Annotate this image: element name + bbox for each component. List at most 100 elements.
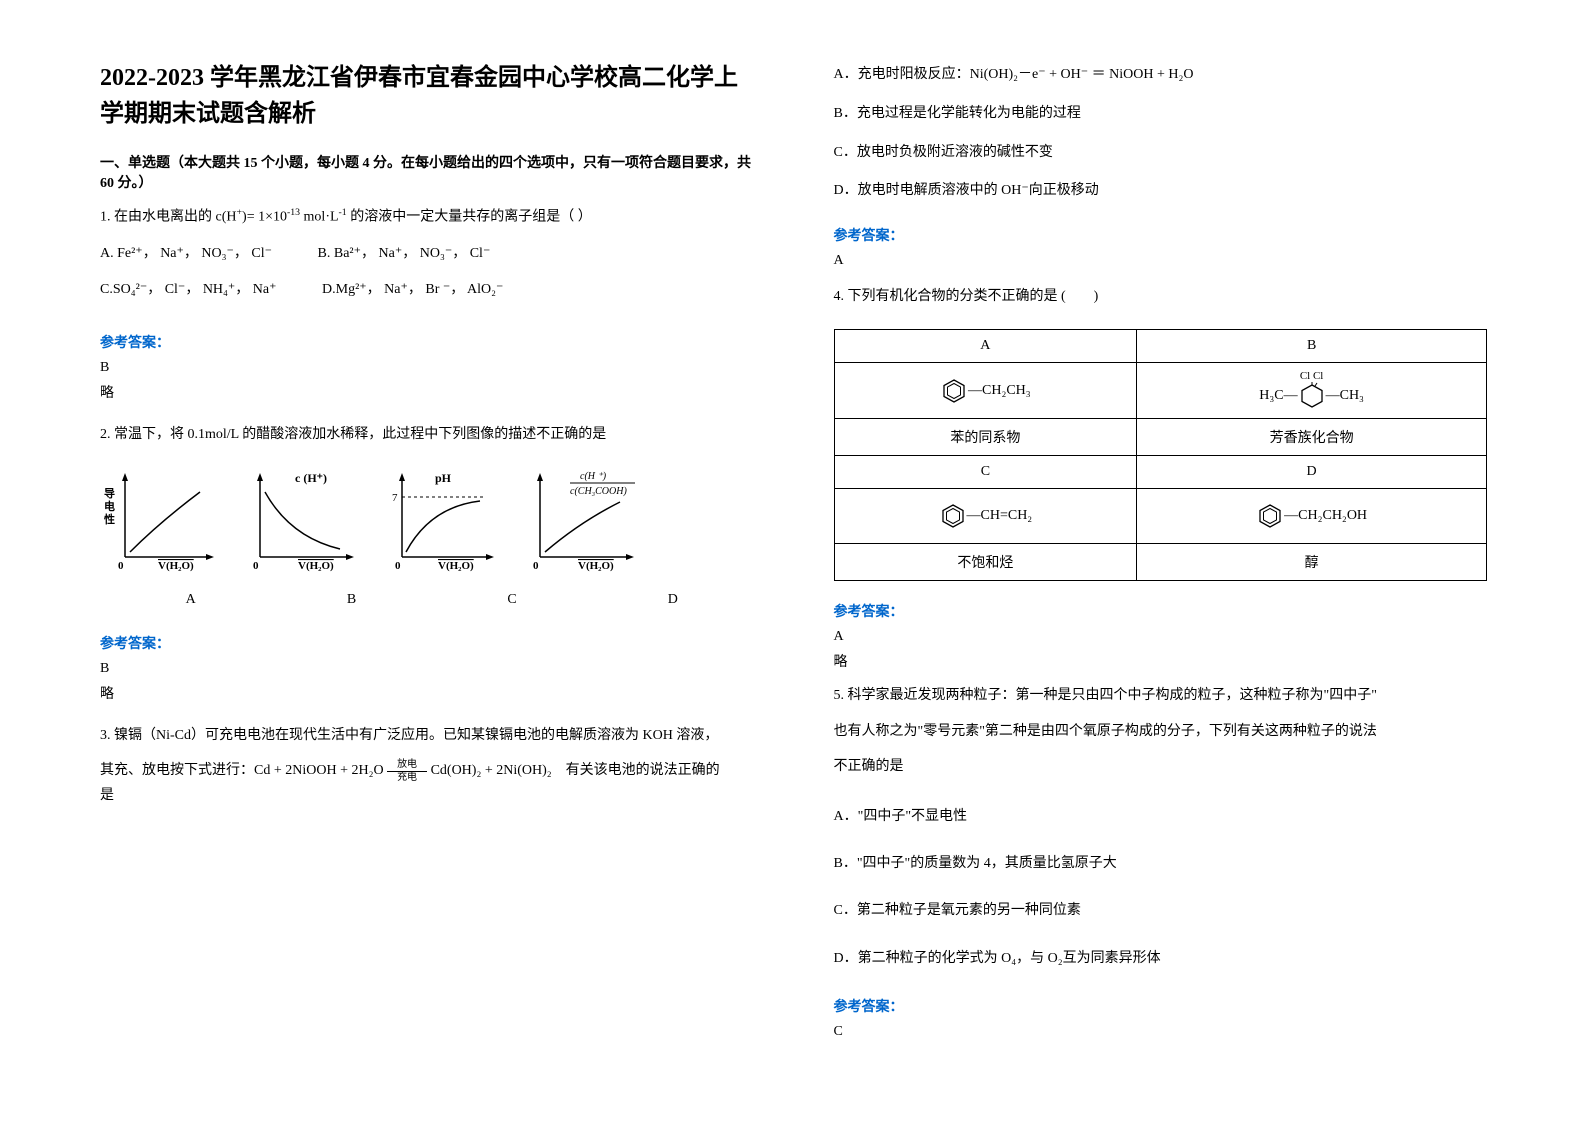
q3-pre: 其充、放电按下式进行：Cd + 2NiOOH + 2H₂O — [100, 763, 387, 778]
sub-D: —CH₂CH₂OH — [1284, 509, 1367, 524]
q5-stem3: 不正确的是 — [834, 754, 1488, 779]
chart-C: pH 7 0 V(H₂O) — [380, 467, 500, 577]
q1-answer: B — [100, 360, 754, 376]
benzene-icon — [939, 502, 967, 530]
label-B: B — [347, 592, 356, 608]
chart-A: 导 电 性 0 V(H₂O) — [100, 467, 220, 577]
q3-stem1: 3. 镍镉（Ni-Cd）可充电电池在现代生活中有广泛应用。已知某镍镉电池的电解质… — [100, 723, 754, 748]
b-right: —CH₃ — [1326, 388, 1364, 404]
section-header: 一、单选题（本大题共 15 个小题，每小题 4 分。在每小题给出的四个选项中，只… — [100, 152, 754, 192]
q5-optB: B．"四中子"的质量数为 4，其质量比氢原子大 — [834, 844, 1488, 883]
q2-charts: 导 电 性 0 V(H₂O) c (H⁺) 0 V(H₂O) — [100, 467, 754, 577]
svg-text:c(H ⁺): c(H ⁺) — [580, 471, 607, 482]
q5-optA: A．"四中子"不显电性 — [834, 797, 1488, 836]
b-left: H₃C— — [1259, 388, 1297, 404]
chart-B: c (H⁺) 0 V(H₂O) — [240, 467, 360, 577]
svg-text:导: 导 — [104, 487, 115, 500]
header-D: D — [1137, 456, 1487, 489]
sup: -1 — [339, 207, 347, 218]
arrow-bot: 充电 — [387, 772, 427, 783]
chart-labels: A B C D — [100, 592, 754, 608]
document-title: 2022-2023 学年黑龙江省伊春市宜春金园中心学校高二化学上学期期末试题含解… — [100, 60, 754, 132]
q5-stem1: 5. 科学家最近发现两种粒子：第一种是只由四个中子构成的粒子，这种粒子称为"四中… — [834, 683, 1488, 708]
table-row: —CH=CH₂ —CH₂CH₂OH — [834, 489, 1487, 544]
answer-label: 参考答案： — [100, 332, 754, 352]
svg-text:性: 性 — [104, 512, 115, 526]
table-row: A B — [834, 330, 1487, 363]
svg-text:V(H₂O): V(H₂O) — [158, 560, 194, 572]
q3-options: A．充电时阳极反应：Ni(OH)₂－e⁻ + OH⁻ ＝ NiOOH + H₂O… — [834, 60, 1488, 215]
q4-answer: A — [834, 629, 1488, 645]
chart-C-svg: pH 7 0 V(H₂O) — [380, 467, 500, 577]
svg-text:V(H₂O): V(H₂O) — [578, 560, 614, 572]
header-C: C — [834, 456, 1137, 489]
structure-A: —CH₂CH₃ — [834, 363, 1137, 419]
chart-A-svg: 导 电 性 0 V(H₂O) — [100, 467, 220, 577]
header-A: A — [834, 330, 1137, 363]
q3-answer: A — [834, 253, 1488, 269]
answer-label: 参考答案： — [100, 633, 754, 653]
q1-optA: A. Fe²⁺， Na⁺， NO₃⁻， Cl⁻ — [100, 246, 272, 261]
table-row: 不饱和烃 醇 — [834, 544, 1487, 581]
reaction-arrow: 放电 充电 — [387, 760, 427, 783]
table-row: —CH₂CH₃ Cl Cl H₃C— —CH₃ — [834, 363, 1487, 419]
left-column: 2022-2023 学年黑龙江省伊春市宜春金园中心学校高二化学上学期期末试题含解… — [100, 60, 754, 1062]
q4-skip: 略 — [834, 651, 1488, 671]
q4-stem: 4. 下列有机化合物的分类不正确的是 ( ) — [834, 284, 1488, 309]
svg-text:0: 0 — [118, 560, 124, 572]
q5-answer: C — [834, 1024, 1488, 1040]
chart-D-svg: c(H ⁺) c(CH₃COOH) 0 V(H₂O) — [520, 467, 640, 577]
q2-stem: 2. 常温下，将 0.1mol/L 的醋酸溶液加水稀释，此过程中下列图像的描述不… — [100, 422, 754, 447]
svg-text:pH: pH — [435, 471, 452, 485]
q5-optC: C．第二种粒子是氧元素的另一种同位素 — [834, 891, 1488, 930]
label-D: D — [668, 592, 678, 608]
answer-label: 参考答案： — [834, 601, 1488, 621]
q1-optB: B. Ba²⁺， Na⁺， NO₃⁻， Cl⁻ — [318, 246, 491, 261]
label-A: A — [186, 592, 196, 608]
svg-text:7: 7 — [392, 492, 398, 504]
benzene-icon — [1298, 382, 1326, 410]
q4-table: A B —CH₂CH₃ Cl Cl H₃C— —CH — [834, 329, 1488, 581]
structure-B: Cl Cl H₃C— —CH₃ — [1137, 363, 1487, 419]
cat-D: 醇 — [1137, 544, 1487, 581]
q1-stem: 1. 在由水电离出的 c(H+)= 1×10-13 mol·L-1 的溶液中一定… — [100, 204, 754, 230]
header-B: B — [1137, 330, 1487, 363]
cat-C: 不饱和烃 — [834, 544, 1137, 581]
cat-B: 芳香族化合物 — [1137, 419, 1487, 456]
answer-label: 参考答案： — [834, 996, 1488, 1016]
b-top: Cl Cl — [1145, 371, 1478, 382]
cat-A: 苯的同系物 — [834, 419, 1137, 456]
q1-text: )= 1×10 — [242, 210, 287, 225]
svg-text:电: 电 — [104, 499, 115, 513]
sup: -13 — [287, 207, 300, 218]
q3-formula: 其充、放电按下式进行：Cd + 2NiOOH + 2H₂O 放电 充电 Cd(O… — [100, 758, 754, 783]
q2-answer: B — [100, 661, 754, 677]
right-column: A．充电时阳极反应：Ni(OH)₂－e⁻ + OH⁻ ＝ NiOOH + H₂O… — [834, 60, 1488, 1062]
q5-optD: D．第二种粒子的化学式为 O₄，与 O₂互为同素异形体 — [834, 939, 1488, 978]
svg-text:0: 0 — [253, 560, 259, 572]
q5-options: A．"四中子"不显电性 B．"四中子"的质量数为 4，其质量比氢原子大 C．第二… — [834, 797, 1488, 986]
svg-text:0: 0 — [395, 560, 401, 572]
q1-skip: 略 — [100, 382, 754, 402]
q1-text: 的溶液中一定大量共存的离子组是（ ） — [347, 210, 592, 225]
q1-optD: D.Mg²⁺， Na⁺， Br ⁻， AlO₂⁻ — [322, 282, 503, 297]
benzene-icon — [1256, 502, 1284, 530]
table-row: C D — [834, 456, 1487, 489]
q1-text: 1. 在由水电离出的 c(H — [100, 210, 237, 225]
svg-text:0: 0 — [533, 560, 539, 572]
svg-text:c (H⁺): c (H⁺) — [295, 471, 327, 485]
arrow-top: 放电 — [387, 760, 427, 772]
answer-label: 参考答案： — [834, 225, 1488, 245]
q3-optB: B．充电过程是化学能转化为电能的过程 — [834, 99, 1488, 130]
table-row: 苯的同系物 芳香族化合物 — [834, 419, 1487, 456]
svg-text:c(CH₃COOH): c(CH₃COOH) — [570, 486, 627, 497]
svg-text:V(H₂O): V(H₂O) — [298, 560, 334, 572]
structure-C: —CH=CH₂ — [834, 489, 1137, 544]
benzene-icon — [940, 377, 968, 405]
q3-stem3: 是 — [100, 783, 754, 808]
structure-D: —CH₂CH₂OH — [1137, 489, 1487, 544]
q3-optD: D．放电时电解质溶液中的 OH⁻向正极移动 — [834, 176, 1488, 207]
q3-optC: C．放电时负极附近溶液的碱性不变 — [834, 138, 1488, 169]
q1-options: A. Fe²⁺， Na⁺， NO₃⁻， Cl⁻ B. Ba²⁺， Na⁺， NO… — [100, 240, 754, 312]
chart-D: c(H ⁺) c(CH₃COOH) 0 V(H₂O) — [520, 467, 640, 577]
